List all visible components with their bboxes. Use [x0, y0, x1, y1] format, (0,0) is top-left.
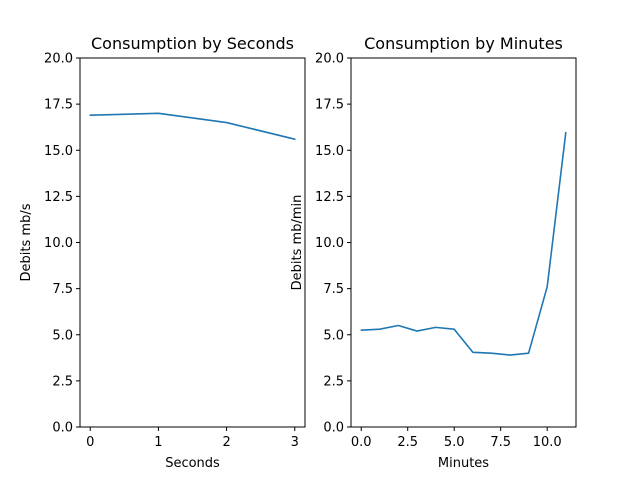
x-tick-label: 3	[291, 435, 299, 450]
y-tick-label: 10.0	[44, 236, 73, 251]
chart-title: Consumption by Seconds	[91, 34, 294, 53]
x-tick-label: 5.0	[444, 435, 465, 450]
y-tick-label: 12.5	[44, 190, 73, 205]
y-tick-label: 17.5	[315, 98, 344, 113]
y-tick-label: 0.0	[52, 421, 73, 436]
x-tick-label: 0	[86, 435, 94, 450]
x-tick-label: 2	[222, 435, 230, 450]
y-tick-label: 7.5	[323, 282, 344, 297]
y-tick-label: 15.0	[44, 144, 73, 159]
chart-title: Consumption by Minutes	[364, 34, 563, 53]
series-line	[360, 131, 567, 356]
y-tick-label: 7.5	[52, 282, 73, 297]
chart-minutes: 0.0 2.5 5.0 7.5 10.0 12.5 15.0 17.5 20.0 0.0 2.5 5.…	[290, 34, 577, 471]
x-tick-label: 0.0	[351, 435, 372, 450]
y-tick-label: 2.5	[52, 374, 73, 389]
plot-frame	[350, 57, 577, 428]
y-tick-label: 17.5	[44, 98, 73, 113]
x-tick-label: 10.0	[533, 435, 562, 450]
y-tick-label: 15.0	[315, 144, 344, 159]
y-tick-label: 5.0	[52, 328, 73, 343]
x-tick-label: 7.5	[490, 435, 511, 450]
chart-seconds: 0.0 2.5 5.0 7.5 10.0 12.5 15.0 17.5 20.0 0 1 2 3 Cons…	[19, 34, 306, 471]
x-axis-label: Minutes	[438, 456, 489, 471]
y-tick-label: 5.0	[323, 328, 344, 343]
y-tick-label: 12.5	[315, 190, 344, 205]
y-tick-label: 20.0	[315, 52, 344, 67]
y-tick-label: 2.5	[323, 374, 344, 389]
x-tick-label: 1	[154, 435, 162, 450]
x-tick-label: 2.5	[397, 435, 418, 450]
x-axis-label: Seconds	[165, 456, 220, 471]
y-tick-label: 20.0	[44, 52, 73, 67]
y-tick-label: 0.0	[323, 421, 344, 436]
series-line	[89, 112, 296, 140]
y-tick-label: 10.0	[315, 236, 344, 251]
plot-frame	[79, 57, 306, 428]
y-axis-label: Debits mb/min	[290, 195, 305, 291]
y-axis-label: Debits mb/s	[19, 203, 34, 281]
